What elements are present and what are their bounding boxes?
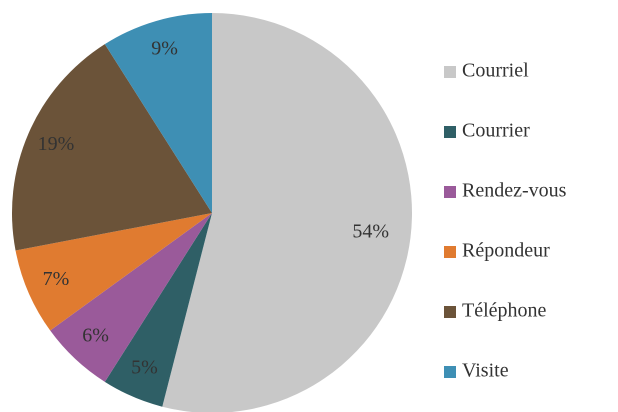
slice-label: 6% — [82, 325, 109, 347]
pie-slice — [104, 13, 212, 213]
legend-swatch — [444, 306, 456, 318]
slice-label: 5% — [131, 357, 158, 379]
legend-swatch — [444, 246, 456, 258]
legend-label: Téléphone — [462, 300, 547, 322]
legend-label: Rendez-vous — [462, 180, 567, 202]
legend-label: Courrier — [462, 120, 530, 142]
legend-swatch — [444, 66, 456, 78]
pie-slice — [15, 213, 212, 331]
legend-swatch — [444, 366, 456, 378]
slice-label: 9% — [151, 37, 178, 59]
legend-label: Visite — [462, 360, 509, 382]
legend-swatch — [444, 186, 456, 198]
legend-label: Répondeur — [462, 240, 550, 262]
slice-label: 19% — [38, 133, 75, 155]
slice-label: 7% — [43, 268, 70, 290]
pie-slice — [50, 213, 213, 382]
pie-slice — [104, 213, 212, 407]
slice-label: 54% — [352, 221, 389, 243]
pie-slice — [162, 13, 412, 412]
legend-swatch — [444, 126, 456, 138]
legend-label: Courriel — [462, 60, 529, 82]
pie-slice — [11, 44, 212, 251]
